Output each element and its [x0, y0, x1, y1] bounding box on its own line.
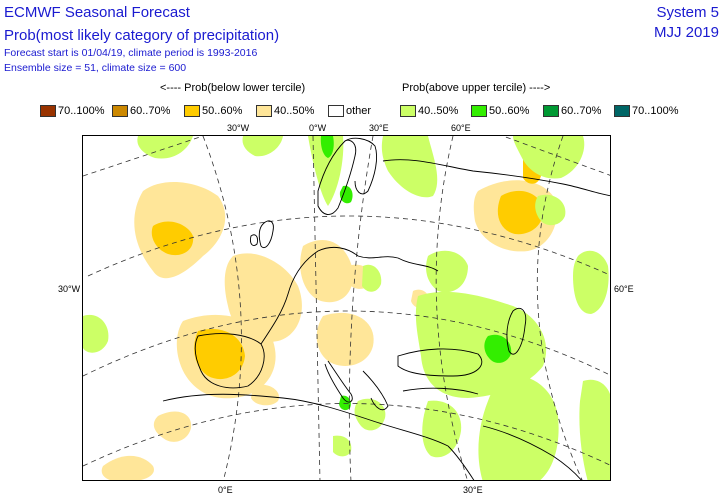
- above-40-50-areas: [83, 136, 610, 480]
- map-canvas: [83, 136, 610, 480]
- grid-label-top: 30°E: [369, 123, 389, 133]
- legend-item: 50..60%: [184, 104, 242, 118]
- system-label: System 5: [656, 4, 719, 21]
- legend-swatch: [328, 105, 344, 117]
- map-subtitle: Prob(most likely category of precipitati…: [4, 27, 280, 44]
- legend-swatch: [543, 105, 559, 117]
- graticule: [83, 136, 610, 480]
- grid-label-top: 30°W: [227, 123, 250, 133]
- ensemble-info-line: Ensemble size = 51, climate size = 600: [4, 62, 187, 74]
- legend-item: 40..50%: [400, 104, 458, 118]
- coastlines: [162, 137, 610, 480]
- grid-label-bottom: 0°E: [218, 485, 233, 495]
- legend-label: 60..70%: [561, 105, 602, 117]
- legend-swatch: [256, 105, 272, 117]
- legend-swatch: [614, 105, 630, 117]
- legend-item: 70..100%: [40, 104, 104, 118]
- legend-label: other: [346, 105, 372, 117]
- legend-swatch: [112, 105, 128, 117]
- legend-swatch: [184, 105, 200, 117]
- legend-below-header: <---- Prob(below lower tercile): [160, 82, 306, 94]
- legend-item: 60..70%: [543, 104, 601, 118]
- legend-item: 40..50%: [256, 104, 314, 118]
- legend-swatch: [40, 105, 56, 117]
- legend-label: 70..100%: [632, 105, 679, 117]
- map-title: ECMWF Seasonal Forecast: [4, 4, 190, 21]
- legend-label: 40..50%: [418, 105, 459, 117]
- legend-item: other: [328, 104, 371, 118]
- legend-above-header: Prob(above upper tercile) ---->: [402, 82, 551, 94]
- legend-label: 60..70%: [130, 105, 171, 117]
- legend-swatch: [471, 105, 487, 117]
- forecast-info-line: Forecast start is 01/04/19, climate peri…: [4, 47, 258, 59]
- legend-item: 50..60%: [471, 104, 529, 118]
- grid-label-top: 0°W: [309, 123, 327, 133]
- legend-item: 60..70%: [112, 104, 170, 118]
- grid-label-top: 60°E: [451, 123, 471, 133]
- grid-label-bottom: 30°E: [463, 485, 483, 495]
- grid-label-right: 60°E: [614, 284, 634, 294]
- legend-label: 70..100%: [58, 105, 105, 117]
- forecast-map: [82, 135, 611, 481]
- legend-label: 50..60%: [489, 105, 530, 117]
- legend-label: 50..60%: [202, 105, 243, 117]
- grid-label-left: 30°W: [58, 284, 81, 294]
- legend-label: 40..50%: [274, 105, 315, 117]
- legend-swatch: [400, 105, 416, 117]
- above-50-60-areas: [320, 136, 512, 411]
- period-label: MJJ 2019: [653, 24, 719, 41]
- legend-item: 70..100%: [614, 104, 678, 118]
